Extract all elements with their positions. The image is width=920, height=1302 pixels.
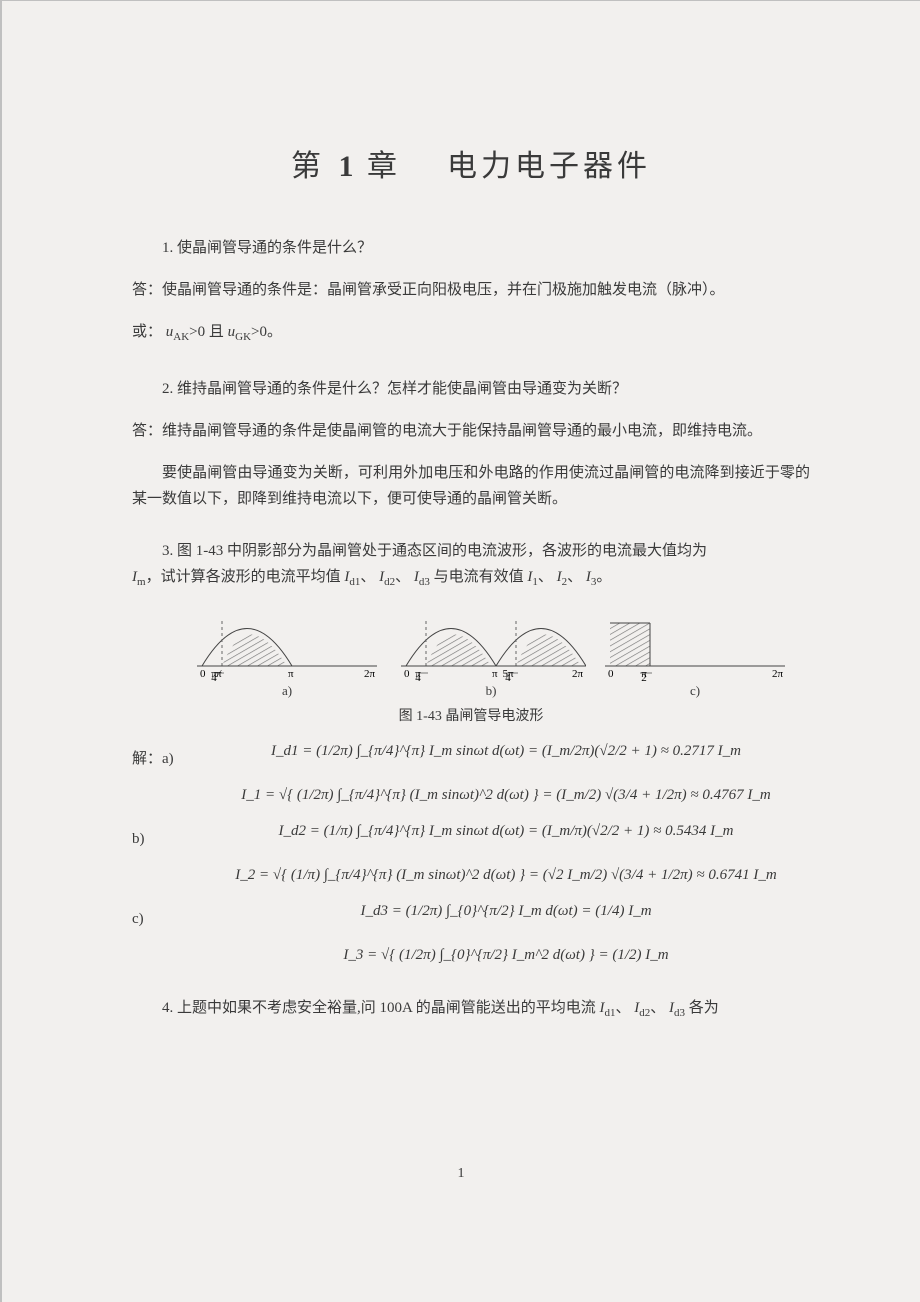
wave-b: 0 π 4 π 5π 4 2π b) — [396, 611, 586, 699]
wave-a: 0 π ⁄ π 4 π 2π a) — [192, 611, 382, 699]
q3-question-l2: Im，试计算各波形的电流平均值 Id1、 Id2、 Id3 与电流有效值 I1、… — [132, 564, 810, 595]
sol-c-label: c) — [132, 895, 202, 935]
formula-b1: I_d2 = (1/π) ∫_{π/4}^{π} I_m sinωt d(ωt)… — [202, 815, 810, 847]
answer-label: 答： — [132, 423, 162, 439]
wave-b-label: b) — [396, 683, 586, 699]
tick-2pib: 2π — [572, 668, 584, 680]
chapter-title: 第 1 章 电力电子器件 — [132, 141, 810, 185]
tick-2pi: 2π — [364, 668, 376, 680]
page: 第 1 章 电力电子器件 1. 使晶闸管导通的条件是什么？ 答：使晶闸管导通的条… — [0, 0, 920, 1302]
chapter-number: 1 — [337, 150, 356, 183]
formula-c1: I_d3 = (1/2π) ∫_{0}^{π/2} I_m d(ωt) = (1… — [202, 895, 810, 927]
figure-caption: 图 1-43 晶闸管导电波形 — [132, 705, 810, 725]
figure-1-43: 0 π ⁄ π 4 π 2π a) 0 — [192, 611, 790, 699]
q1-answer-text: 使晶闸管导通的条件是：晶闸管承受正向阳极电压，并在门极施加触发电流（脉冲）。 — [162, 282, 725, 298]
wave-c: 0 π 2 2π c) — [600, 611, 790, 699]
formula-c2: I_3 = √{ (1/2π) ∫_{0}^{π/2} I_m^2 d(ωt) … — [202, 939, 810, 971]
tick-2pic: 2π — [772, 668, 784, 680]
q1-question: 1. 使晶闸管导通的条件是什么？ — [132, 235, 810, 261]
wave-c-label: c) — [600, 683, 790, 699]
q1-alt: 或： uAK>0 且 uGK>0。 — [132, 319, 810, 350]
tick-0b: 0 — [404, 668, 410, 680]
tick-0: 0 — [200, 668, 206, 680]
and-text: 且 — [209, 324, 228, 340]
q4-text: 4. 上题中如果不考虑安全裕量,问 100A 的晶闸管能送出的平均电流 Id1、… — [132, 995, 810, 1026]
q1-answer: 答：使晶闸管导通的条件是：晶闸管承受正向阳极电压，并在门极施加触发电流（脉冲）。 — [132, 277, 810, 303]
solution-block: 解：a) I_d1 = (1/2π) ∫_{π/4}^{π} I_m sinωt… — [132, 735, 810, 971]
q2-cont: 要使晶闸管由导通变为关断，可利用外加电压和外电路的作用使流过晶闸管的电流降到接近… — [132, 460, 810, 512]
tick-pib: π — [492, 668, 498, 680]
sol-a-label: 解：a) — [132, 735, 202, 775]
chapter-name: 电力电子器件 — [447, 150, 651, 183]
chapter-prefix: 第 — [291, 150, 325, 183]
formula-b2: I_2 = √{ (1/π) ∫_{π/4}^{π} (I_m sinωt)^2… — [202, 859, 810, 891]
q2-question: 2. 维持晶闸管导通的条件是什么？怎样才能使晶闸管由导通变为关断？ — [132, 376, 810, 402]
tick-0c: 0 — [608, 668, 614, 680]
q2-answer: 答：维持晶闸管导通的条件是使晶闸管的电流大于能保持晶闸管导通的最小电流，即维持电… — [132, 418, 810, 444]
formula-a1: I_d1 = (1/2π) ∫_{π/4}^{π} I_m sinωt d(ωt… — [202, 735, 810, 767]
q2-answer-text: 维持晶闸管导通的条件是使晶闸管的电流大于能保持晶闸管导通的最小电流，即维持电流。 — [162, 423, 762, 439]
wave-a-label: a) — [192, 683, 382, 699]
q3-question-l1: 3. 图 1-43 中阴影部分为晶闸管处于通态区间的电流波形，各波形的电流最大值… — [132, 538, 810, 564]
formula-a2: I_1 = √{ (1/2π) ∫_{π/4}^{π} (I_m sinωt)^… — [202, 779, 810, 811]
chapter-suffix: 章 — [367, 150, 401, 183]
tick-pi: π — [288, 668, 294, 680]
answer-label: 答： — [132, 282, 162, 298]
alt-prefix: 或： — [132, 324, 162, 340]
page-number: 1 — [2, 1166, 920, 1182]
sol-b-label: b) — [132, 815, 202, 855]
